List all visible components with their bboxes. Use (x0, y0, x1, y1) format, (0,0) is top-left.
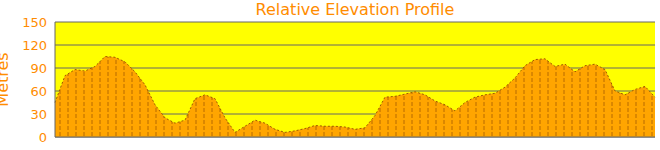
svg-text:Metres: Metres (8, 52, 12, 106)
svg-text:60: 60 (30, 84, 47, 99)
svg-text:150: 150 (22, 15, 47, 30)
svg-text:0: 0 (39, 130, 47, 145)
svg-text:30: 30 (30, 107, 47, 122)
svg-text:90: 90 (30, 61, 47, 76)
html-text:Relative Elevation Profile: Relative Elevation Profile (255, 0, 455, 19)
svg-text:120: 120 (22, 38, 47, 53)
